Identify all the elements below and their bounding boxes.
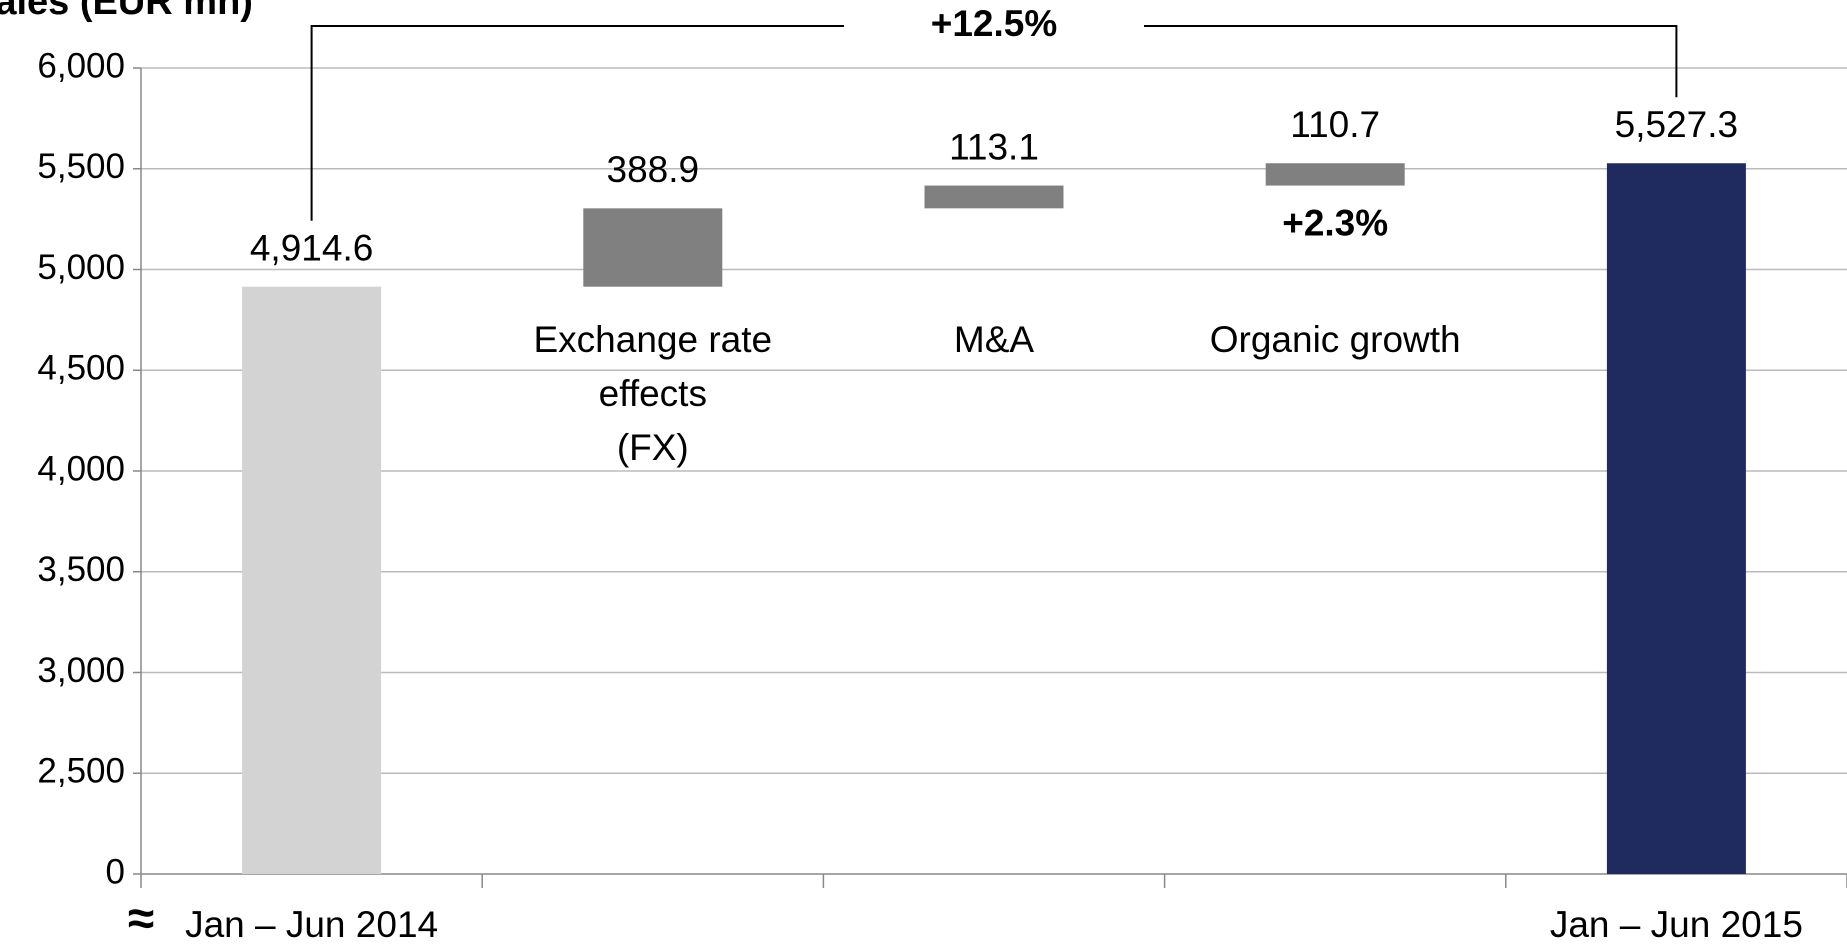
value-label: 4,914.6 [250, 227, 373, 268]
value-label: 110.7 [1290, 104, 1380, 145]
annotation: +12.5% [931, 3, 1058, 44]
y-tick-label: 4,000 [37, 449, 125, 488]
y-tick-label: 4,500 [37, 349, 125, 388]
category-label: M&A [953, 319, 1035, 360]
category-label: Jan – Jun 2014 [185, 904, 439, 945]
bar [1265, 163, 1405, 186]
category-label: Organic growth [1209, 319, 1461, 360]
category-label: Exchange rate effects (FX) [533, 319, 773, 468]
value-label: 113.1 [949, 126, 1039, 167]
chart-title: Sales (EUR mn) [0, 0, 253, 23]
category-label: Jan – Jun 2015 [1549, 904, 1803, 945]
bar [242, 286, 382, 874]
value-label: 388.9 [607, 149, 700, 190]
axis-break: ≈ [128, 893, 154, 946]
y-tick-label: 0 [106, 852, 125, 891]
bar [1606, 163, 1746, 875]
y-tick-label: 2,500 [37, 752, 125, 791]
y-tick-label: 6,000 [37, 46, 125, 85]
bracket [310, 25, 1678, 221]
bar [583, 208, 723, 287]
y-tick-label: 3,500 [37, 550, 125, 589]
y-tick-label: 5,000 [37, 248, 125, 287]
y-tick-label: 5,500 [37, 147, 125, 186]
y-tick-label: 3,000 [37, 651, 125, 690]
annotation: +2.3% [1282, 202, 1388, 243]
bar [924, 185, 1064, 209]
value-label: 5,527.3 [1615, 104, 1738, 145]
